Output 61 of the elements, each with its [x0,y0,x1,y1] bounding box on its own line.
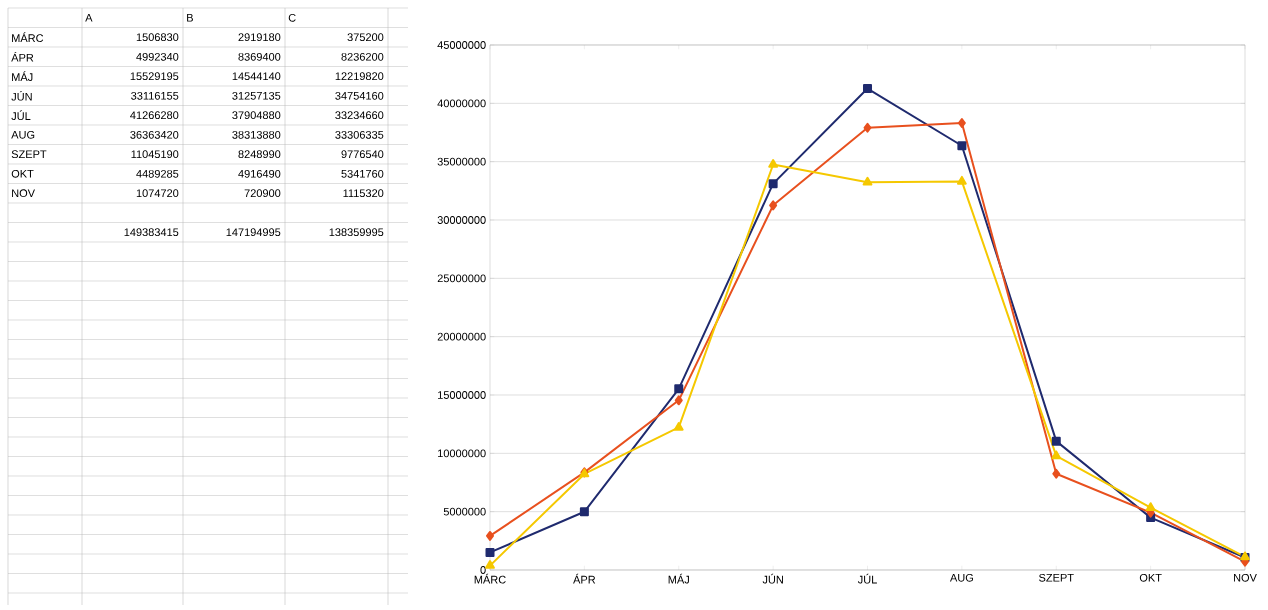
text: 1506830 [136,33,179,42]
y-tick-label: 20000000 [437,332,486,341]
y-tick-label: 25000000 [437,274,486,283]
y-tick-label: 0 [480,566,486,574]
text: 37904880 [232,111,281,120]
text: 8248990 [238,150,281,159]
category-label: SZEPT [11,150,47,159]
y-tick-label: 10000000 [438,449,486,458]
text: 38313880 [232,130,281,139]
y-tick-label: 30000000 [437,216,486,224]
text: 14544140 [232,72,281,81]
text: 4992340 [136,52,179,61]
y-tick-label: 35000000 [437,157,486,166]
x-tick-label: ÁPR [573,573,596,584]
text: 147194995 [226,228,281,237]
text: 15529195 [130,72,179,81]
text: C [288,13,296,22]
text: 8369400 [238,52,281,61]
y-tick-label: 45000000 [437,41,486,49]
text: 33116155 [131,91,179,100]
text: B [187,14,193,22]
text: 4916490 [238,169,281,178]
category-label: OKT [11,169,34,178]
x-tick-label: JÚL [857,573,877,584]
x-tick-label: OKT [1139,573,1162,582]
y-tick-label: 40000000 [437,99,486,108]
text: 2919180 [238,33,281,42]
category-label: MÁRC [12,32,44,43]
text: 12219820 [335,72,384,81]
y-tick-label: 5000000 [443,507,486,516]
text: 31257135 [232,91,281,100]
category-label: AUG [11,130,35,139]
x-tick-label: JÚN [762,573,783,584]
text: 4489285 [136,169,179,178]
category-label: JÚN [11,90,32,101]
category-label: JÚL [11,110,31,121]
text: 33306335 [335,130,384,139]
text: 11045190 [131,150,179,159]
x-tick-label: SZEPT [1039,573,1074,582]
x-tick-label: NOV [1234,573,1257,582]
category-label: NOV [12,189,35,198]
text: 41266280 [130,111,179,120]
x-tick-label: MÁRC [474,573,506,584]
text: A [85,14,93,22]
y-tick-label: 15000000 [438,391,486,399]
text: 720900 [244,189,281,198]
text: 138359995 [329,228,384,237]
text: 5341760 [341,169,384,178]
text: 33234660 [335,111,384,120]
category-label: MÁJ [12,71,33,82]
text: 34754160 [335,91,384,100]
text: 9776540 [341,150,384,159]
text: 375200 [347,33,384,42]
category-label: ÁPR [11,52,34,62]
text: 36363420 [130,130,179,139]
text: 1115320 [343,189,384,198]
text: 149383415 [124,228,179,237]
text: 1074720 [136,189,179,198]
x-tick-label: MÁJ [668,573,689,584]
text: 8236200 [341,52,384,61]
x-tick-label: AUG [949,573,973,582]
